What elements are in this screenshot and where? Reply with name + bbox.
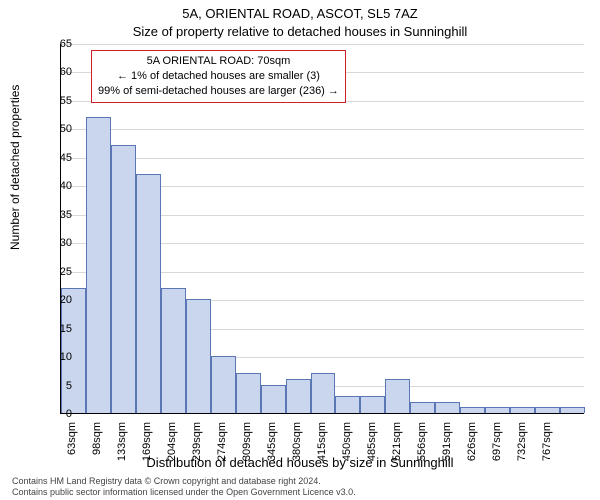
y-tick-label: 55	[48, 95, 72, 107]
copyright-line2: Contains public sector information licen…	[12, 487, 356, 498]
chart-title-subtitle: Size of property relative to detached ho…	[0, 24, 600, 39]
histogram-bar	[161, 288, 186, 413]
y-tick-label: 15	[48, 323, 72, 335]
x-tick-label: 345sqm	[266, 422, 278, 462]
y-tick-label: 35	[48, 209, 72, 221]
histogram-bar	[286, 379, 311, 413]
y-tick-label: 25	[48, 266, 72, 278]
grid-line	[61, 44, 584, 45]
y-tick-label: 60	[48, 66, 72, 78]
property-callout-box: 5A ORIENTAL ROAD: 70sqm ← 1% of detached…	[91, 50, 346, 103]
x-tick-label: 697sqm	[491, 422, 503, 462]
y-tick-label: 10	[48, 351, 72, 363]
histogram-bar	[385, 379, 410, 413]
y-tick-label: 45	[48, 152, 72, 164]
histogram-bar	[136, 174, 161, 413]
histogram-bar	[111, 145, 136, 413]
x-tick-label: 239sqm	[191, 422, 203, 462]
x-tick-label: 309sqm	[241, 422, 253, 462]
histogram-bar	[435, 402, 460, 413]
histogram-bar	[460, 407, 485, 413]
x-tick-label: 626sqm	[466, 422, 478, 462]
x-tick-label: 450sqm	[341, 422, 353, 462]
histogram-bar	[535, 407, 560, 413]
histogram-bar	[485, 407, 510, 413]
y-tick-label: 20	[48, 294, 72, 306]
histogram-bar	[360, 396, 385, 413]
grid-line	[61, 158, 584, 159]
histogram-bar	[86, 117, 111, 413]
histogram-bar	[335, 396, 360, 413]
callout-line2: ← 1% of detached houses are smaller (3)	[98, 69, 339, 84]
histogram-bar	[236, 373, 261, 413]
y-tick-label: 0	[48, 408, 72, 420]
x-tick-label: 591sqm	[441, 422, 453, 462]
chart-title-address: 5A, ORIENTAL ROAD, ASCOT, SL5 7AZ	[0, 6, 600, 21]
x-tick-label: 204sqm	[166, 422, 178, 462]
histogram-bar	[560, 407, 585, 413]
grid-line	[61, 129, 584, 130]
copyright-notice: Contains HM Land Registry data © Crown c…	[12, 476, 356, 499]
x-tick-label: 274sqm	[216, 422, 228, 462]
y-tick-label: 30	[48, 237, 72, 249]
histogram-bar	[410, 402, 435, 413]
x-tick-label: 485sqm	[366, 422, 378, 462]
histogram-bar	[186, 299, 211, 413]
histogram-bar	[261, 385, 286, 413]
y-tick-label: 65	[48, 38, 72, 50]
histogram-bar	[510, 407, 535, 413]
histogram-bar	[311, 373, 336, 413]
x-tick-label: 63sqm	[66, 422, 78, 462]
y-axis-label: Number of detached properties	[8, 85, 22, 250]
x-tick-label: 521sqm	[391, 422, 403, 462]
copyright-line1: Contains HM Land Registry data © Crown c…	[12, 476, 356, 487]
x-tick-label: 380sqm	[291, 422, 303, 462]
x-tick-label: 732sqm	[516, 422, 528, 462]
callout-line1: 5A ORIENTAL ROAD: 70sqm	[98, 54, 339, 69]
y-tick-label: 5	[48, 380, 72, 392]
x-tick-label: 415sqm	[316, 422, 328, 462]
x-tick-label: 556sqm	[416, 422, 428, 462]
y-tick-label: 50	[48, 123, 72, 135]
histogram-bar	[211, 356, 236, 413]
x-tick-label: 767sqm	[541, 422, 553, 462]
chart-plot-area: 5A ORIENTAL ROAD: 70sqm ← 1% of detached…	[60, 44, 584, 414]
y-tick-label: 40	[48, 180, 72, 192]
x-tick-label: 169sqm	[141, 422, 153, 462]
x-tick-label: 98sqm	[91, 422, 103, 462]
x-tick-label: 133sqm	[116, 422, 128, 462]
callout-line3: 99% of semi-detached houses are larger (…	[98, 84, 339, 99]
